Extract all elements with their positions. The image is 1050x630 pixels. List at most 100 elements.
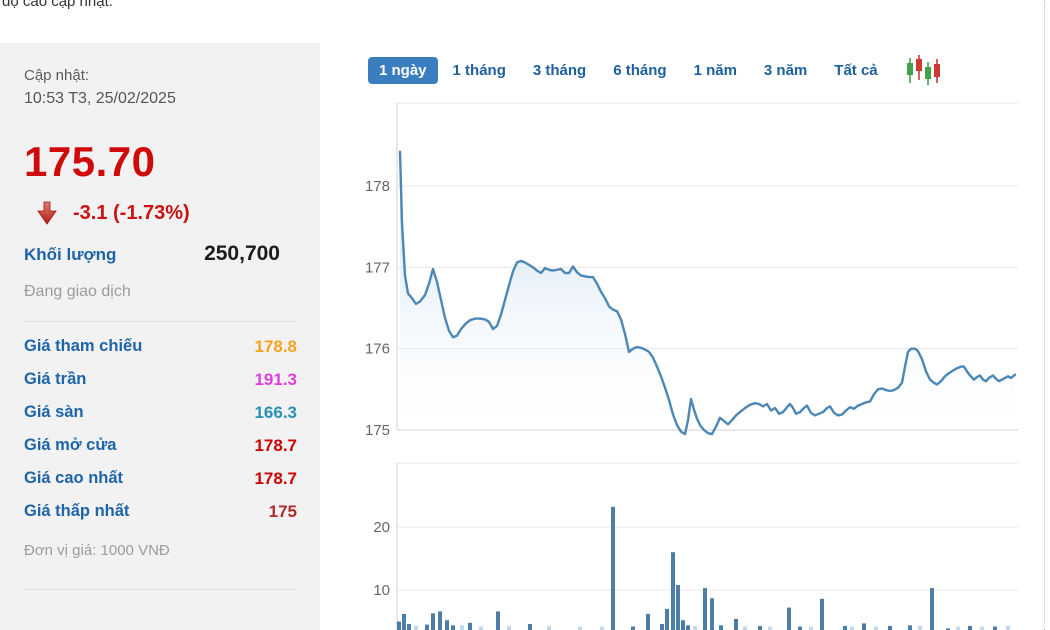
price-info-label: Giá thấp nhất [24,502,130,520]
volume-bar-light [809,626,813,630]
range-tab-5[interactable]: 1 năm [693,61,737,79]
volume-bar-light [850,626,854,630]
price-info-row: Giá thấp nhất 175 [24,495,297,528]
price-info-label: Giá sàn [24,403,84,421]
volume-bar-light [1006,625,1010,630]
price-info-value: 178.7 [254,468,297,488]
price-change-row: -3.1 (-1.73%) [24,201,297,226]
price-info-value: 178.7 [254,435,297,455]
volume-bar [930,588,934,630]
price-volume-chart[interactable]: 178 177 176 175 20 10 [360,0,1050,630]
volume-bar-light [693,625,697,630]
volume-bar [665,608,669,630]
range-tab-2[interactable]: 1 tháng [452,61,506,79]
price-axis-tick: 177 [365,259,390,276]
volume-bar [431,613,435,630]
volume-bar-light [507,625,511,630]
volume-bar [798,626,802,630]
candlestick-icon[interactable] [905,55,943,85]
price-area-fill [400,151,1015,435]
price-info-value: 166.3 [254,402,297,422]
trading-status: Đang giao dịch [24,283,131,300]
price-info-row: Giá mở cửa 178.7 [24,429,297,462]
volume-bar-light [547,625,551,630]
range-tab-1[interactable]: 1 ngày [368,56,438,84]
volume-bar [528,624,532,630]
range-tabs: 1 ngày 1 tháng 3 tháng 6 tháng 1 năm 3 năm Tất… [368,55,943,85]
volume-bar [686,625,690,630]
dotted-edge-divider [1044,0,1045,630]
volume-bar-light [600,626,604,630]
price-axis-tick: 178 [365,178,390,195]
range-tab-3[interactable]: 3 tháng [532,61,587,79]
volume-bar [451,625,455,630]
volume-bar [719,625,723,630]
volume-bar [631,626,635,630]
volume-bar [660,624,664,630]
range-tab-7[interactable]: Tất cả [834,61,878,79]
volume-axis-tick: 20 [373,519,390,536]
down-arrow-icon [37,201,57,225]
volume-bar-light [414,625,418,630]
price-info-row: Giá tham chiếu 178.8 [24,330,297,363]
range-tab-6[interactable]: 3 năm [763,61,808,79]
price-info-row: Giá trần 191.3 [24,363,297,396]
volume-bar-light [460,625,464,630]
volume-bar [758,625,762,630]
volume-bar-light [956,626,960,630]
update-label: Cập nhật: [24,67,90,84]
price-info-label: Giá mở cửa [24,436,117,454]
price-info-value: 191.3 [254,369,297,389]
volume-bar-light [743,626,747,630]
volume-bar-light [918,625,922,630]
volume-value: 250,700 [204,242,280,265]
volume-row: Khối lượng 250,700 [24,242,297,266]
volume-bar [734,619,738,630]
price-change-value: -3.1 (-1.73%) [73,202,190,224]
range-tab-4[interactable]: 6 tháng [613,61,667,79]
volume-bar [407,624,411,630]
volume-bar [468,622,472,630]
price-info-label: Giá trần [24,370,87,388]
volume-bar-light [768,626,772,630]
page-fragment-text: độ cao cập nhật. [2,0,113,10]
volume-bar-light [874,626,878,630]
volume-bar-light [578,626,582,630]
volume-bar [496,611,500,630]
volume-bar [681,620,685,630]
volume-bar [397,621,401,630]
volume-label: Khối lượng [24,245,117,264]
volume-bar-light [980,626,984,630]
price-info-label: Giá tham chiếu [24,337,143,355]
update-time: 10:53 T3, 25/02/2025 [24,90,176,107]
volume-bar [888,625,892,630]
volume-bar [425,624,429,630]
divider [24,589,297,590]
volume-bar [646,613,650,630]
volume-bar [843,625,847,630]
volume-bar [676,585,680,630]
volume-bar [968,625,972,630]
price-info-value: 178.8 [254,336,297,356]
price-line [398,150,1017,436]
volume-bar [611,506,615,630]
volume-bar [787,607,791,630]
volume-bar [993,626,997,630]
price-unit-note: Đơn vị giá: 1000 VNĐ [24,542,170,559]
volume-bar [820,598,824,630]
volume-bar [946,628,950,630]
price-info-list: Giá tham chiếu 178.8 Giá trần 191.3 Giá sàn 1… [24,330,297,528]
price-info-label: Giá cao nhất [24,469,124,487]
volume-bar [908,625,912,630]
volume-axis-tick: 10 [373,582,390,599]
price-info-row: Giá sàn 166.3 [24,396,297,429]
volume-bar [703,588,707,630]
volume-bar [445,620,449,630]
volume-bar [402,613,406,630]
price-axis-tick: 175 [365,422,390,439]
price-info-value: 175 [268,501,297,521]
volume-bar [438,611,442,630]
volume-bar [710,598,714,630]
divider [24,321,297,322]
volume-bar [671,552,675,630]
